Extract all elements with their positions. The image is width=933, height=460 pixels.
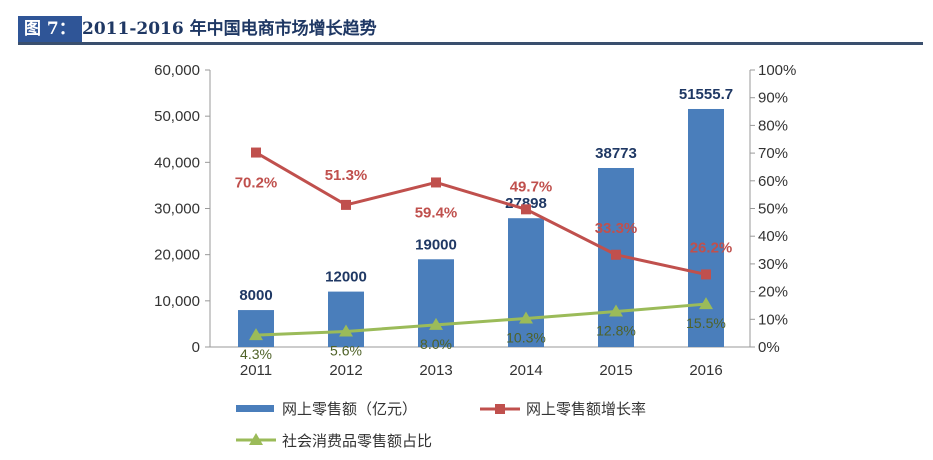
legend-growth-label: 网上零售额增长率 xyxy=(526,401,646,418)
share-line xyxy=(255,302,707,337)
right-tick-label: 20% xyxy=(758,284,788,301)
share-label: 15.5% xyxy=(686,315,726,331)
legend-share-label: 社会消费品零售额占比 xyxy=(282,433,432,450)
legend-growth-marker xyxy=(495,404,505,414)
left-tick-label: 10,000 xyxy=(154,293,200,310)
right-tick-label: 0% xyxy=(758,339,780,356)
figure-header: 图 7： 2011-2016 年中国电商市场增长趋势 xyxy=(18,16,923,45)
growth-rate-label: 51.3% xyxy=(325,167,368,184)
right-tick-label: 70% xyxy=(758,145,788,162)
x-tick-label: 2012 xyxy=(329,362,362,379)
legend-bar-swatch xyxy=(236,405,274,412)
bar-label: 51555.7 xyxy=(679,86,733,103)
right-tick-label: 30% xyxy=(758,256,788,273)
share-marker xyxy=(699,297,713,310)
bar-label: 38773 xyxy=(595,145,637,162)
bar-label: 19000 xyxy=(415,236,457,253)
share-marker xyxy=(429,317,443,330)
share-label: 8.0% xyxy=(420,336,452,352)
left-tick-label: 50,000 xyxy=(154,108,200,125)
growth-rate-label: 49.7% xyxy=(510,178,553,195)
x-tick-label: 2013 xyxy=(419,362,452,379)
share-label: 12.8% xyxy=(596,323,636,339)
right-tick-label: 50% xyxy=(758,201,788,218)
right-tick-label: 60% xyxy=(758,173,788,190)
bar xyxy=(688,108,724,347)
bar xyxy=(508,218,544,347)
right-tick-label: 90% xyxy=(758,90,788,107)
x-tick-label: 2015 xyxy=(599,362,632,379)
x-tick-label: 2016 xyxy=(689,362,722,379)
share-label: 5.6% xyxy=(330,342,362,358)
left-tick-label: 60,000 xyxy=(154,62,200,79)
share-marker xyxy=(609,304,623,317)
share-label: 4.3% xyxy=(240,346,272,362)
bar xyxy=(328,291,364,347)
figure-title: 2011-2016 年中国电商市场增长趋势 xyxy=(82,19,377,39)
growth-rate-marker xyxy=(611,249,621,260)
share-marker xyxy=(249,328,263,341)
growth-rate-marker xyxy=(701,269,711,280)
left-tick-label: 40,000 xyxy=(154,154,200,171)
bar-label: 12000 xyxy=(325,269,367,286)
bar xyxy=(418,259,454,347)
legend-bar-label: 网上零售额（亿元） xyxy=(282,401,417,418)
right-tick-label: 100% xyxy=(758,62,796,79)
share-label: 10.3% xyxy=(506,329,546,345)
growth-rate-label: 26.2% xyxy=(690,239,733,256)
growth-rate-label: 70.2% xyxy=(235,175,278,192)
growth-rate-marker xyxy=(341,199,351,210)
left-tick-label: 20,000 xyxy=(154,247,200,264)
legend-share-marker xyxy=(249,433,263,445)
growth-rate-label: 33.3% xyxy=(595,220,638,237)
growth-rate-marker xyxy=(431,177,441,188)
left-tick-label: 30,000 xyxy=(154,201,200,218)
right-tick-label: 80% xyxy=(758,117,788,134)
x-tick-label: 2014 xyxy=(509,362,542,379)
share-marker xyxy=(519,311,533,324)
growth-rate-line xyxy=(255,151,707,276)
x-tick-label: 2011 xyxy=(240,362,272,379)
growth-rate-marker xyxy=(521,204,531,215)
bar-label: 8000 xyxy=(239,287,272,304)
growth-rate-marker xyxy=(251,147,261,158)
right-tick-label: 10% xyxy=(758,311,788,328)
bar-label: 27898 xyxy=(505,195,547,212)
figure-tag: 图 7： xyxy=(18,16,82,42)
right-tick-label: 40% xyxy=(758,228,788,245)
left-tick-label: 0 xyxy=(192,339,200,356)
share-marker xyxy=(339,324,353,337)
growth-rate-label: 59.4% xyxy=(415,204,458,221)
